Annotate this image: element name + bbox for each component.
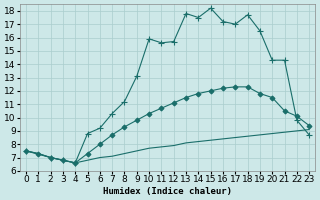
X-axis label: Humidex (Indice chaleur): Humidex (Indice chaleur) [103, 187, 232, 196]
